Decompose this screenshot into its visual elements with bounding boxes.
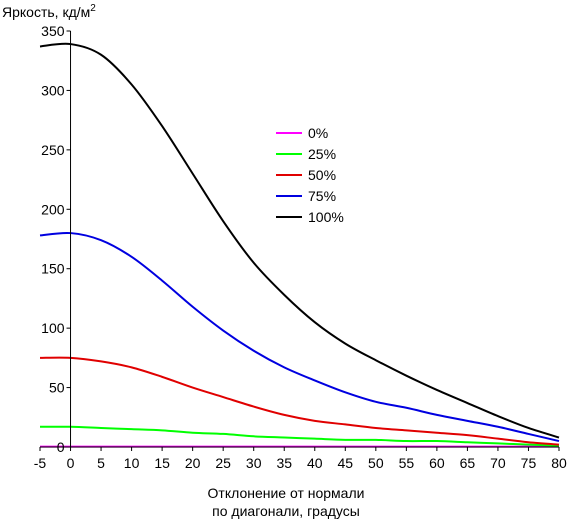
y-tick-label: 150 (41, 261, 65, 277)
y-axis-title-text: Яркость, кд/м (2, 4, 90, 20)
y-tick-label: 50 (49, 380, 65, 396)
legend-label-3: 75% (308, 188, 336, 204)
x-tick-label: 15 (154, 455, 170, 471)
x-tick-label: 50 (368, 455, 384, 471)
x-tick-label: 65 (460, 455, 476, 471)
series-line-2 (39, 356, 560, 446)
legend-label-1: 25% (308, 146, 336, 162)
x-axis-title-line-2: по диагонали, градусы (212, 503, 360, 519)
series-line-1 (39, 425, 560, 447)
y-axis-title-superscript: 2 (90, 3, 96, 14)
x-tick-label: 70 (490, 455, 506, 471)
x-tick-label: 10 (124, 455, 140, 471)
x-axis-title-line-1: Отклонение от нормали (208, 485, 365, 501)
x-tick-label: 20 (185, 455, 201, 471)
x-tick-label: 60 (429, 455, 445, 471)
y-tick-label: 250 (41, 142, 65, 158)
x-tick-label: 75 (521, 455, 537, 471)
y-tick-label: 100 (41, 320, 65, 336)
x-tick-label: 0 (67, 455, 75, 471)
x-tick-label: 25 (215, 455, 231, 471)
series-line-4 (39, 42, 560, 439)
y-axis-title: Яркость, кд/м2 (2, 3, 96, 20)
y-tick-label: 200 (41, 201, 65, 217)
legend-label-0: 0% (308, 125, 328, 141)
x-tick-label: 55 (399, 455, 415, 471)
x-tick-label: 40 (307, 455, 323, 471)
legend: 0% 25% 50% 75% 100% (276, 125, 344, 225)
series-line-3 (39, 231, 560, 443)
x-tick-label: 80 (551, 455, 567, 471)
y-tick-label: 0 (57, 439, 65, 455)
legend-label-4: 100% (308, 209, 344, 225)
y-tick-label: 300 (41, 82, 65, 98)
x-tick-label: 35 (276, 455, 292, 471)
x-tick-label: 30 (246, 455, 262, 471)
x-tick-label: 5 (97, 455, 105, 471)
plot-area (39, 42, 560, 448)
legend-label-2: 50% (308, 167, 336, 183)
y-tick-label: 350 (41, 23, 65, 39)
x-tick-label: 45 (338, 455, 354, 471)
axes: 0 50 100 150 200 250 300 350 -5 0 5 10 15 20 25 30 35 40 4… (34, 23, 567, 471)
x-tick-label: -5 (34, 455, 47, 471)
